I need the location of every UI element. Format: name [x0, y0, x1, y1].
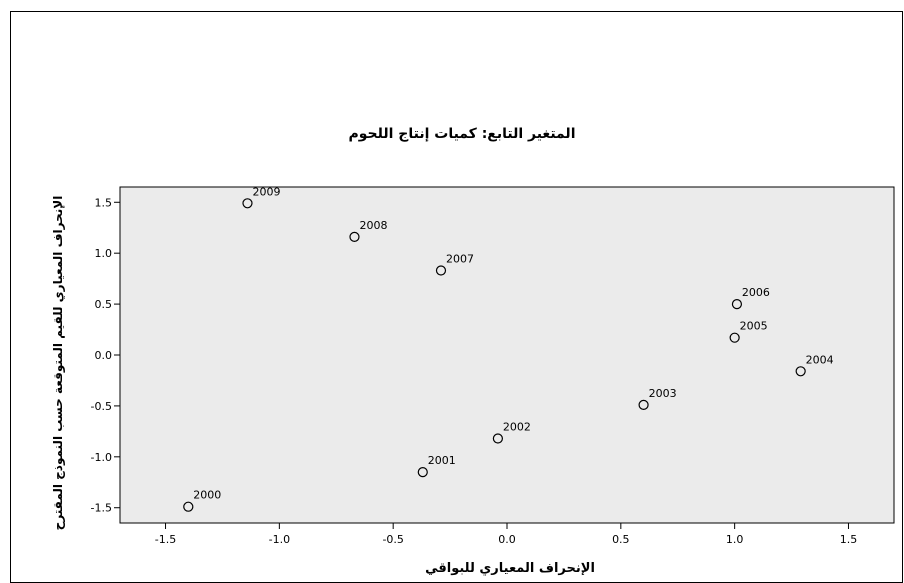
- y-axis-ticks: 1.5 1.0 0.5 0.0 -0.5 -1.0 -1.5: [91, 196, 120, 515]
- data-point-label: 2002: [503, 420, 531, 433]
- data-point-marker: [492, 433, 503, 444]
- y-tick-label: 0.0: [95, 349, 113, 362]
- data-point-marker: [435, 265, 447, 276]
- data-point-label: 2006: [742, 286, 770, 299]
- y-tick-label: -1.5: [91, 502, 112, 515]
- chart-title: المتغير التابع: كميات إنتاج اللحوم: [348, 126, 575, 142]
- y-tick-label: 1.0: [95, 247, 113, 260]
- data-points: 2000 2001 2002 2003 2004 2005 2006 2007 2008 2009: [183, 185, 834, 512]
- x-tick-label: 1.0: [726, 533, 744, 546]
- x-tick-label: 0.0: [498, 533, 516, 546]
- data-point-marker: [349, 231, 360, 242]
- x-tick-label: 1.5: [840, 533, 858, 546]
- x-tick-label: -0.5: [382, 533, 403, 546]
- data-point-label: 2001: [428, 454, 456, 467]
- data-point-label: 2000: [193, 489, 221, 502]
- data-point-label: 2003: [649, 387, 677, 400]
- data-point-marker: [729, 332, 740, 343]
- x-axis-label: الإنحراف المعياري للبواقي: [425, 561, 595, 576]
- x-tick-label: -1.5: [155, 533, 176, 546]
- plot-area: [119, 186, 895, 524]
- data-point-marker: [731, 298, 743, 310]
- data-point-marker: [183, 501, 194, 512]
- data-point-marker: [417, 466, 428, 478]
- data-point-label: 2009: [252, 185, 280, 198]
- data-point-label: 2008: [359, 219, 387, 232]
- data-point-marker: [638, 399, 649, 410]
- y-axis-label: الإنحراف المعياري للقيم المتوقعة حسب الن…: [51, 196, 66, 531]
- x-tick-label: -1.0: [269, 533, 290, 546]
- data-point-label: 2005: [740, 320, 768, 333]
- data-point-marker: [795, 366, 806, 377]
- data-point-marker: [242, 198, 253, 209]
- y-tick-label: -1.0: [91, 451, 112, 464]
- x-tick-label: 0.5: [612, 533, 630, 546]
- y-tick-label: 1.5: [95, 196, 113, 209]
- data-point-label: 2007: [446, 252, 474, 265]
- y-tick-label: -0.5: [91, 400, 112, 413]
- x-axis-ticks: -1.5 -1.0 -0.5 0.0 0.5 1.0 1.5: [155, 523, 857, 546]
- data-point-label: 2004: [806, 353, 834, 366]
- y-tick-label: 0.5: [95, 298, 113, 311]
